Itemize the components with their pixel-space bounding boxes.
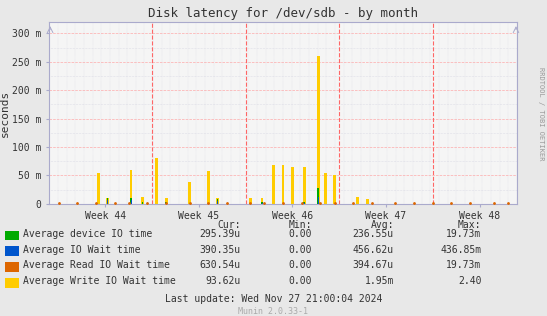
Text: 0.00: 0.00	[288, 276, 312, 286]
Text: 19.73m: 19.73m	[446, 229, 481, 239]
Text: Cur:: Cur:	[217, 220, 241, 230]
Bar	[217, 199, 218, 204]
Text: 390.35u: 390.35u	[200, 245, 241, 255]
Text: 0.00: 0.00	[288, 245, 312, 255]
Bar	[131, 200, 132, 204]
Bar	[130, 170, 132, 204]
Title: Disk latency for /dev/sdb - by month: Disk latency for /dev/sdb - by month	[148, 7, 418, 20]
Text: Munin 2.0.33-1: Munin 2.0.33-1	[238, 307, 309, 316]
Bar	[141, 197, 144, 204]
Text: Max:: Max:	[458, 220, 481, 230]
Bar	[272, 165, 275, 204]
Bar	[107, 200, 108, 204]
Text: Average Write IO Wait time: Average Write IO Wait time	[23, 276, 176, 286]
Text: 93.62u: 93.62u	[206, 276, 241, 286]
Text: RRDTOOL / TOBI OETIKER: RRDTOOL / TOBI OETIKER	[538, 67, 544, 161]
Bar	[165, 198, 167, 204]
Bar	[317, 188, 319, 204]
Bar	[333, 175, 336, 204]
Bar	[304, 203, 305, 204]
Text: 236.55u: 236.55u	[353, 229, 394, 239]
Bar	[107, 198, 108, 204]
Bar	[249, 198, 252, 204]
Text: Average IO Wait time: Average IO Wait time	[23, 245, 141, 255]
Bar	[324, 173, 327, 204]
Text: Average device IO time: Average device IO time	[23, 229, 152, 239]
Bar	[304, 202, 305, 204]
Bar	[216, 198, 219, 204]
Bar	[165, 202, 167, 204]
Text: 2.40: 2.40	[458, 276, 481, 286]
Text: 456.62u: 456.62u	[353, 245, 394, 255]
Bar	[317, 56, 319, 204]
Bar	[188, 182, 191, 204]
Bar	[97, 173, 100, 204]
Text: 0.00: 0.00	[288, 260, 312, 270]
Bar	[261, 202, 263, 204]
Text: 295.39u: 295.39u	[200, 229, 241, 239]
Text: 0.00: 0.00	[288, 229, 312, 239]
Bar	[261, 203, 263, 204]
Bar	[130, 198, 132, 204]
Text: Last update: Wed Nov 27 21:00:04 2024: Last update: Wed Nov 27 21:00:04 2024	[165, 294, 382, 304]
Bar	[207, 171, 210, 204]
Bar	[318, 197, 319, 204]
Bar	[302, 167, 306, 204]
Text: Min:: Min:	[288, 220, 312, 230]
Bar	[166, 203, 167, 204]
Text: 436.85m: 436.85m	[440, 245, 481, 255]
Bar	[366, 199, 369, 204]
Text: 19.73m: 19.73m	[446, 260, 481, 270]
Bar	[282, 165, 284, 204]
Bar	[155, 158, 158, 204]
Y-axis label: seconds: seconds	[0, 89, 9, 137]
Bar	[142, 202, 143, 204]
Bar	[106, 198, 109, 204]
Text: 630.54u: 630.54u	[200, 260, 241, 270]
Text: Avg:: Avg:	[370, 220, 394, 230]
Text: 394.67u: 394.67u	[353, 260, 394, 270]
Bar	[217, 201, 218, 204]
Text: 1.95m: 1.95m	[364, 276, 394, 286]
Bar	[291, 167, 294, 204]
Bar	[260, 198, 264, 204]
Text: Average Read IO Wait time: Average Read IO Wait time	[23, 260, 170, 270]
Bar	[357, 197, 359, 204]
